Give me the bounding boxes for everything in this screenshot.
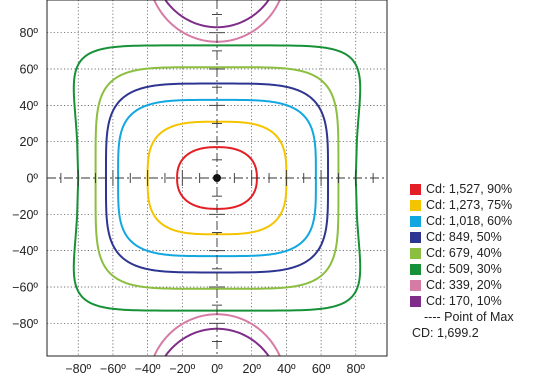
x-tick-label: 60º (312, 362, 331, 376)
legend-swatch (410, 296, 421, 307)
legend-item: Cd: 509, 30% (410, 261, 543, 277)
legend-label: Cd: 170, 10% (426, 294, 502, 308)
x-tick-label: −20º (169, 362, 195, 376)
x-tick-label: −80º (65, 362, 91, 376)
legend-item: Cd: 679, 40% (410, 245, 543, 261)
legend: Cd: 1,527, 90% Cd: 1,273, 75% Cd: 1,018, 6… (410, 181, 543, 341)
y-tick-label: −60º (12, 280, 38, 294)
x-tick-label: −60º (100, 362, 126, 376)
legend-label: Cd: 849, 50% (426, 230, 502, 244)
legend-item: Cd: 1,018, 60% (410, 213, 543, 229)
legend-label: Cd: 509, 30% (426, 262, 502, 276)
y-tick-label: 0º (26, 172, 38, 186)
legend-label: Cd: 339, 20% (426, 278, 502, 292)
legend-swatch (410, 280, 421, 291)
x-tick-label: −40º (135, 362, 161, 376)
y-tick-labels: 80º 60º 40º 20º 0º −20º −40º −60º −80º (12, 26, 38, 331)
x-tick-labels: −80º −60º −40º −20º 0º 20º 40º 60º 80º (65, 362, 365, 376)
x-tick-label: 40º (277, 362, 296, 376)
y-tick-label: 60º (20, 63, 39, 77)
legend-swatch (410, 216, 421, 227)
y-tick-label: 40º (20, 99, 39, 113)
legend-item: Cd: 1,527, 90% (410, 181, 543, 197)
legend-swatch (410, 264, 421, 275)
max-candela-value: CD: 1,699.2 (410, 325, 543, 341)
legend-item: Cd: 170, 10% (410, 293, 543, 309)
y-tick-label: 80º (20, 26, 39, 40)
legend-swatch (410, 232, 421, 243)
legend-label: Cd: 1,527, 90% (426, 182, 512, 196)
x-tick-label: 0º (211, 362, 223, 376)
legend-item: Cd: 849, 50% (410, 229, 543, 245)
y-tick-label: −40º (12, 244, 38, 258)
legend-item: Cd: 339, 20% (410, 277, 543, 293)
point-of-max-marker (213, 174, 221, 182)
point-of-max-legend: ---- Point of Max (410, 309, 543, 325)
y-tick-label: −80º (12, 317, 38, 331)
legend-swatch (410, 248, 421, 259)
legend-swatch (410, 184, 421, 195)
legend-item: Cd: 1,273, 75% (410, 197, 543, 213)
x-tick-label: 20º (242, 362, 261, 376)
legend-label: Cd: 1,273, 75% (426, 198, 512, 212)
legend-label: Cd: 1,018, 60% (426, 214, 512, 228)
y-tick-label: 20º (20, 135, 39, 149)
y-tick-label: −20º (12, 208, 38, 222)
x-tick-label: 80º (347, 362, 366, 376)
legend-label: Cd: 679, 40% (426, 246, 502, 260)
legend-swatch (410, 200, 421, 211)
